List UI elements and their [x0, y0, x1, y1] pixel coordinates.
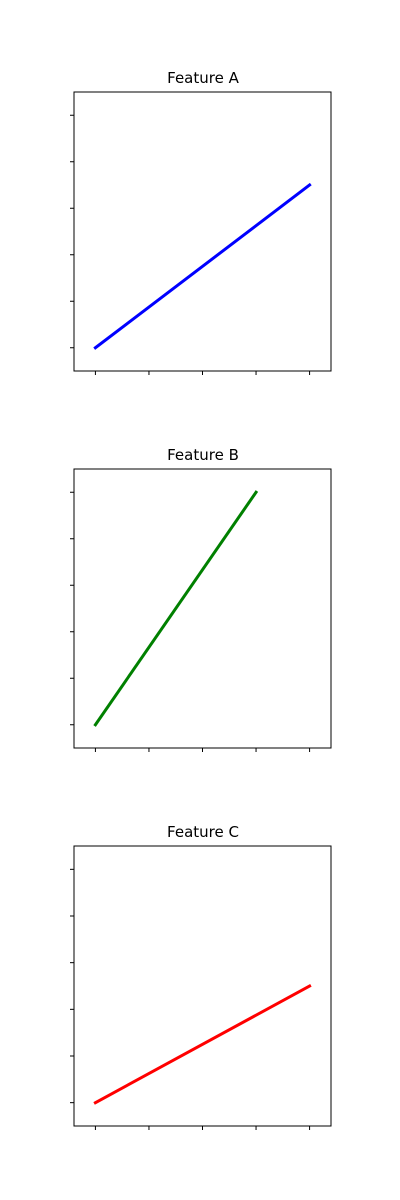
series-line: [93, 490, 259, 727]
chart-title: Feature A: [167, 69, 239, 87]
axes-frame: [73, 845, 332, 1127]
chart-title: Feature C: [167, 823, 239, 841]
chart-panel-feature-a: Feature A: [70, 69, 332, 375]
chart-panel-feature-c: Feature C: [70, 823, 332, 1130]
plot-area: [70, 845, 332, 1130]
series-line: [93, 983, 312, 1105]
chart-panel-feature-b: Feature B: [70, 446, 332, 752]
plot-area: [70, 91, 332, 375]
axes-frame: [73, 91, 332, 372]
axes-frame: [73, 468, 332, 749]
chart-title: Feature B: [167, 446, 239, 464]
plot-area: [70, 468, 332, 752]
series-line: [93, 182, 312, 350]
